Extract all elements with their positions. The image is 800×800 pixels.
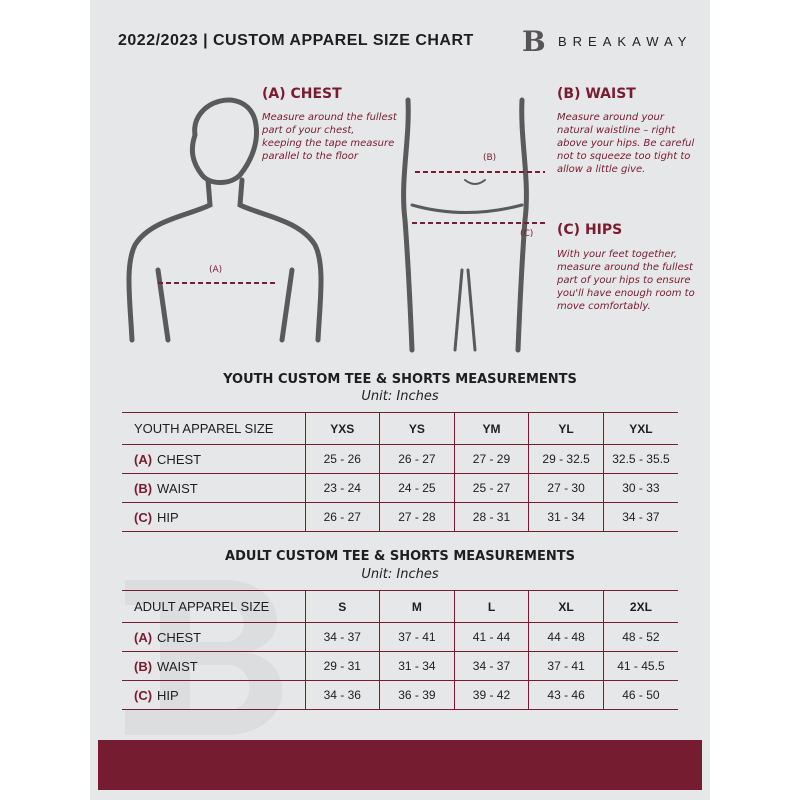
table-cell: 34 - 37 xyxy=(304,622,380,652)
youth-size-table: YOUTH APPAREL SIZE YXS YS YM YL YXL (A) C… xyxy=(122,412,678,532)
table-header-row: YOUTH APPAREL SIZE YXS YS YM YL YXL xyxy=(122,412,678,445)
row-label: HIP xyxy=(157,687,179,703)
shoulders-outline xyxy=(126,177,324,343)
youth-table-title: YOUTH CUSTOM TEE & SHORTS MEASUREMENTS xyxy=(223,372,577,387)
table-cell: 41 - 45.5 xyxy=(602,651,678,681)
table-cell: 48 - 52 xyxy=(602,622,678,652)
chest-heading: (A) CHEST xyxy=(262,86,342,102)
hip-line xyxy=(410,203,524,214)
brand-name: BREAKAWAY xyxy=(558,34,693,49)
table-header-row: ADULT APPAREL SIZE S M L XL 2XL xyxy=(122,590,678,623)
table-cell: 34 - 37 xyxy=(453,651,529,681)
table-cell: 37 - 41 xyxy=(528,651,604,681)
table-row: (B) WAIST 29 - 31 31 - 34 34 - 37 37 - 41 41 … xyxy=(122,651,678,681)
size-header: YS xyxy=(379,412,455,445)
page-title: 2022/2023 | CUSTOM APPAREL SIZE CHART xyxy=(118,32,474,49)
row-label: HIP xyxy=(157,509,179,525)
table-cell: 29 - 31 xyxy=(304,651,380,681)
table-cell: 27 - 30 xyxy=(528,473,604,503)
table-cell: 44 - 48 xyxy=(528,622,604,652)
table-cell: 25 - 26 xyxy=(304,444,380,474)
table-cell: 26 - 27 xyxy=(379,444,455,474)
row-letter: (C) xyxy=(134,509,153,525)
table-cell: 27 - 28 xyxy=(379,502,455,532)
table-cell: 31 - 34 xyxy=(379,651,455,681)
table-cell: 25 - 27 xyxy=(453,473,529,503)
table-cell: 41 - 44 xyxy=(453,622,529,652)
chest-description: Measure around the fullest part of your … xyxy=(262,112,397,162)
row-letter: (B) xyxy=(134,480,153,496)
adult-size-table: ADULT APPAREL SIZE S M L XL 2XL (A) CHEST… xyxy=(122,590,678,710)
row-label: WAIST xyxy=(157,658,198,674)
size-header: L xyxy=(453,590,529,623)
table-row: (A) CHEST 34 - 37 37 - 41 41 - 44 44 - 48 48 … xyxy=(122,622,678,652)
hip-marker: (C) xyxy=(520,229,534,239)
size-header: XL xyxy=(528,590,604,623)
size-header: M xyxy=(379,590,455,623)
navel xyxy=(464,179,486,185)
table-row: (C) HIP 34 - 36 36 - 39 39 - 42 43 - 46 46 - … xyxy=(122,680,678,710)
waist-description: Measure around your natural waistline – … xyxy=(557,112,695,175)
table-cell: 30 - 33 xyxy=(602,473,678,503)
head-outline xyxy=(189,97,259,185)
size-label: ADULT APPAREL SIZE xyxy=(122,590,305,623)
table-row: (C) HIP 26 - 27 27 - 28 28 - 31 31 - 34 34 - … xyxy=(122,502,678,532)
size-label: YOUTH APPAREL SIZE xyxy=(122,412,305,445)
row-label: WAIST xyxy=(157,480,198,496)
row-label: CHEST xyxy=(157,451,202,467)
table-cell: 37 - 41 xyxy=(379,622,455,652)
table-cell: 39 - 42 xyxy=(453,680,529,710)
table-cell: 34 - 37 xyxy=(602,502,678,532)
table-cell: 34 - 36 xyxy=(304,680,380,710)
youth-unit: Unit: Inches xyxy=(361,389,439,404)
table-cell: 32.5 - 35.5 xyxy=(602,444,678,474)
row-letter: (A) xyxy=(134,629,153,645)
waist-heading: (B) WAIST xyxy=(557,86,636,102)
table-cell: 27 - 29 xyxy=(453,444,529,474)
size-header: YL xyxy=(528,412,604,445)
table-cell: 31 - 34 xyxy=(528,502,604,532)
table-cell: 36 - 39 xyxy=(379,680,455,710)
table-row: (A) CHEST 25 - 26 26 - 27 27 - 29 29 - 32.5 3… xyxy=(122,444,678,474)
hips-heading: (C) HIPS xyxy=(557,222,623,238)
table-cell: 24 - 25 xyxy=(379,473,455,503)
size-header: S xyxy=(304,590,380,623)
table-cell: 23 - 24 xyxy=(304,473,380,503)
size-chart-sheet: 2022/2023 | CUSTOM APPAREL SIZE CHART B … xyxy=(90,0,710,800)
row-label: CHEST xyxy=(157,629,202,645)
row-letter: (B) xyxy=(134,658,153,674)
body-illustrations xyxy=(126,97,545,353)
table-cell: 28 - 31 xyxy=(453,502,529,532)
size-header: YXS xyxy=(304,412,380,445)
table-cell: 46 - 50 xyxy=(602,680,678,710)
table-cell: 29 - 32.5 xyxy=(528,444,604,474)
chest-marker: (A) xyxy=(209,265,223,275)
size-header: 2XL xyxy=(602,590,678,623)
adult-table-title: ADULT CUSTOM TEE & SHORTS MEASUREMENTS xyxy=(225,549,575,564)
legs-inner xyxy=(453,268,477,352)
table-cell: 43 - 46 xyxy=(528,680,604,710)
waist-marker: (B) xyxy=(483,153,497,163)
table-row: (B) WAIST 23 - 24 24 - 25 25 - 27 27 - 30 30 … xyxy=(122,473,678,503)
footer-bar xyxy=(98,740,702,790)
hips-description: With your feet together, measure around … xyxy=(557,249,695,312)
row-letter: (C) xyxy=(134,687,153,703)
size-header: YXL xyxy=(602,412,678,445)
brand-logo-icon: B xyxy=(522,25,546,58)
torso-outline xyxy=(401,97,529,353)
table-cell: 26 - 27 xyxy=(304,502,380,532)
row-letter: (A) xyxy=(134,451,153,467)
size-header: YM xyxy=(453,412,529,445)
arm-inner xyxy=(155,267,295,343)
adult-unit: Unit: Inches xyxy=(361,567,439,582)
